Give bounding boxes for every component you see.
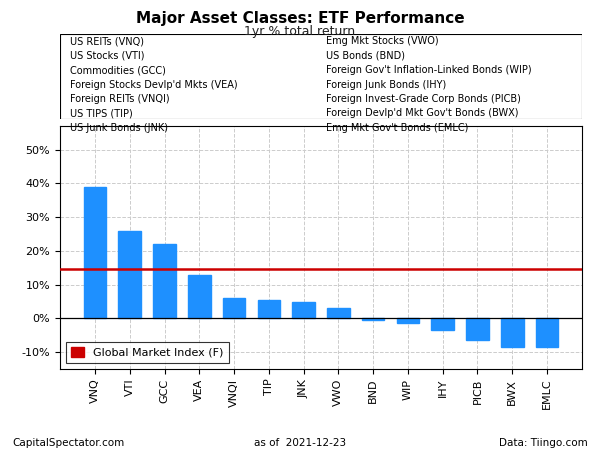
- Bar: [84, 187, 106, 319]
- Bar: [431, 319, 454, 330]
- Bar: [536, 319, 558, 347]
- Text: CapitalSpectator.com: CapitalSpectator.com: [12, 438, 124, 448]
- Bar: [118, 231, 141, 319]
- Bar: [188, 274, 211, 319]
- Bar: [362, 319, 385, 320]
- Bar: [327, 308, 350, 319]
- FancyBboxPatch shape: [60, 34, 582, 119]
- Bar: [223, 298, 245, 319]
- Text: Emg Mkt Stocks (VWO)
US Bonds (BND)
Foreign Gov't Inflation-Linked Bonds (WIP)
F: Emg Mkt Stocks (VWO) US Bonds (BND) Fore…: [326, 36, 532, 133]
- Bar: [466, 319, 489, 340]
- Text: as of  2021-12-23: as of 2021-12-23: [254, 438, 346, 448]
- Bar: [397, 319, 419, 324]
- Bar: [257, 300, 280, 319]
- Bar: [501, 319, 524, 347]
- Text: Data: Tiingo.com: Data: Tiingo.com: [499, 438, 588, 448]
- Text: US REITs (VNQ)
US Stocks (VTI)
Commodities (GCC)
Foreign Stocks Devlp'd Mkts (VE: US REITs (VNQ) US Stocks (VTI) Commoditi…: [70, 36, 238, 133]
- Text: 1yr % total return: 1yr % total return: [244, 25, 356, 38]
- Bar: [153, 244, 176, 319]
- Legend: Global Market Index (F): Global Market Index (F): [65, 342, 229, 364]
- Text: Major Asset Classes: ETF Performance: Major Asset Classes: ETF Performance: [136, 11, 464, 26]
- Bar: [292, 302, 315, 319]
